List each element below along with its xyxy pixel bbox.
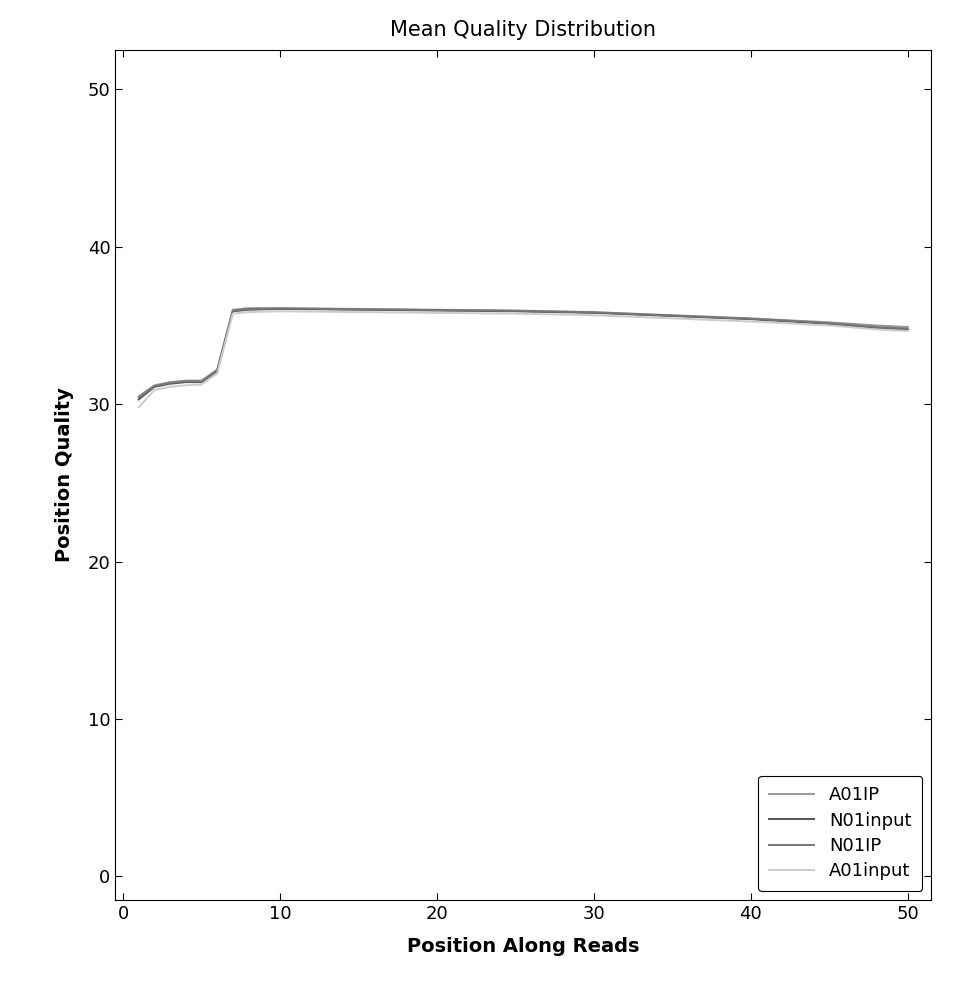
N01IP — [180, 375, 192, 387]
A01input — [352, 306, 364, 318]
N01IP — [243, 303, 254, 315]
N01input — [510, 305, 521, 317]
Legend: A01IP, N01input, N01IP, A01input: A01IP, N01input, N01IP, A01input — [758, 776, 923, 891]
A01IP — [510, 305, 521, 317]
A01IP — [149, 379, 160, 391]
Y-axis label: Position Quality: Position Quality — [55, 388, 74, 562]
A01input — [901, 325, 913, 337]
Line: A01input: A01input — [139, 311, 907, 407]
A01input — [745, 316, 756, 328]
N01input — [211, 365, 223, 377]
N01input — [196, 376, 207, 388]
A01input — [275, 305, 286, 317]
A01IP — [196, 375, 207, 387]
N01IP — [431, 304, 443, 316]
A01input — [149, 384, 160, 396]
N01IP — [275, 302, 286, 314]
N01input — [352, 304, 364, 316]
N01input — [666, 310, 678, 322]
N01input — [164, 378, 176, 390]
Line: N01IP: N01IP — [139, 308, 907, 398]
A01IP — [133, 390, 145, 402]
N01IP — [510, 305, 521, 317]
A01IP — [211, 364, 223, 376]
N01IP — [228, 305, 239, 317]
N01input — [243, 304, 254, 316]
N01input — [275, 303, 286, 315]
A01IP — [180, 375, 192, 387]
A01IP — [275, 302, 286, 314]
N01input — [431, 305, 443, 317]
A01input — [211, 367, 223, 379]
A01IP — [588, 306, 600, 318]
N01input — [871, 322, 882, 334]
N01input — [901, 323, 913, 335]
A01IP — [243, 302, 254, 314]
A01input — [196, 378, 207, 390]
N01IP — [133, 392, 145, 404]
N01IP — [149, 380, 160, 392]
A01IP — [431, 304, 443, 316]
Line: N01input: N01input — [139, 309, 907, 399]
A01input — [588, 309, 600, 321]
N01IP — [871, 321, 882, 333]
N01IP — [211, 364, 223, 376]
A01input — [871, 323, 882, 335]
A01input — [824, 319, 835, 331]
A01IP — [886, 320, 898, 332]
A01IP — [228, 304, 239, 316]
N01IP — [588, 306, 600, 318]
A01IP — [666, 309, 678, 321]
Line: A01IP: A01IP — [139, 308, 907, 396]
A01IP — [824, 316, 835, 328]
A01input — [228, 308, 239, 320]
N01input — [149, 381, 160, 393]
N01IP — [886, 322, 898, 334]
N01input — [180, 376, 192, 388]
A01IP — [352, 303, 364, 315]
N01IP — [196, 375, 207, 387]
A01input — [180, 379, 192, 391]
N01IP — [352, 303, 364, 315]
N01input — [588, 307, 600, 319]
A01input — [510, 308, 521, 320]
A01input — [431, 307, 443, 319]
A01IP — [164, 376, 176, 388]
Title: Mean Quality Distribution: Mean Quality Distribution — [390, 20, 657, 40]
A01input — [666, 312, 678, 324]
A01input — [243, 306, 254, 318]
X-axis label: Position Along Reads: Position Along Reads — [407, 937, 639, 956]
N01input — [824, 318, 835, 330]
A01IP — [745, 312, 756, 324]
N01input — [886, 323, 898, 335]
A01IP — [871, 319, 882, 331]
N01IP — [901, 323, 913, 335]
N01IP — [164, 377, 176, 389]
A01IP — [901, 321, 913, 333]
A01input — [133, 401, 145, 413]
N01IP — [824, 317, 835, 329]
A01input — [886, 324, 898, 336]
A01input — [164, 381, 176, 393]
N01IP — [666, 310, 678, 322]
N01input — [228, 305, 239, 317]
N01input — [745, 313, 756, 325]
N01input — [133, 393, 145, 405]
N01IP — [745, 313, 756, 325]
